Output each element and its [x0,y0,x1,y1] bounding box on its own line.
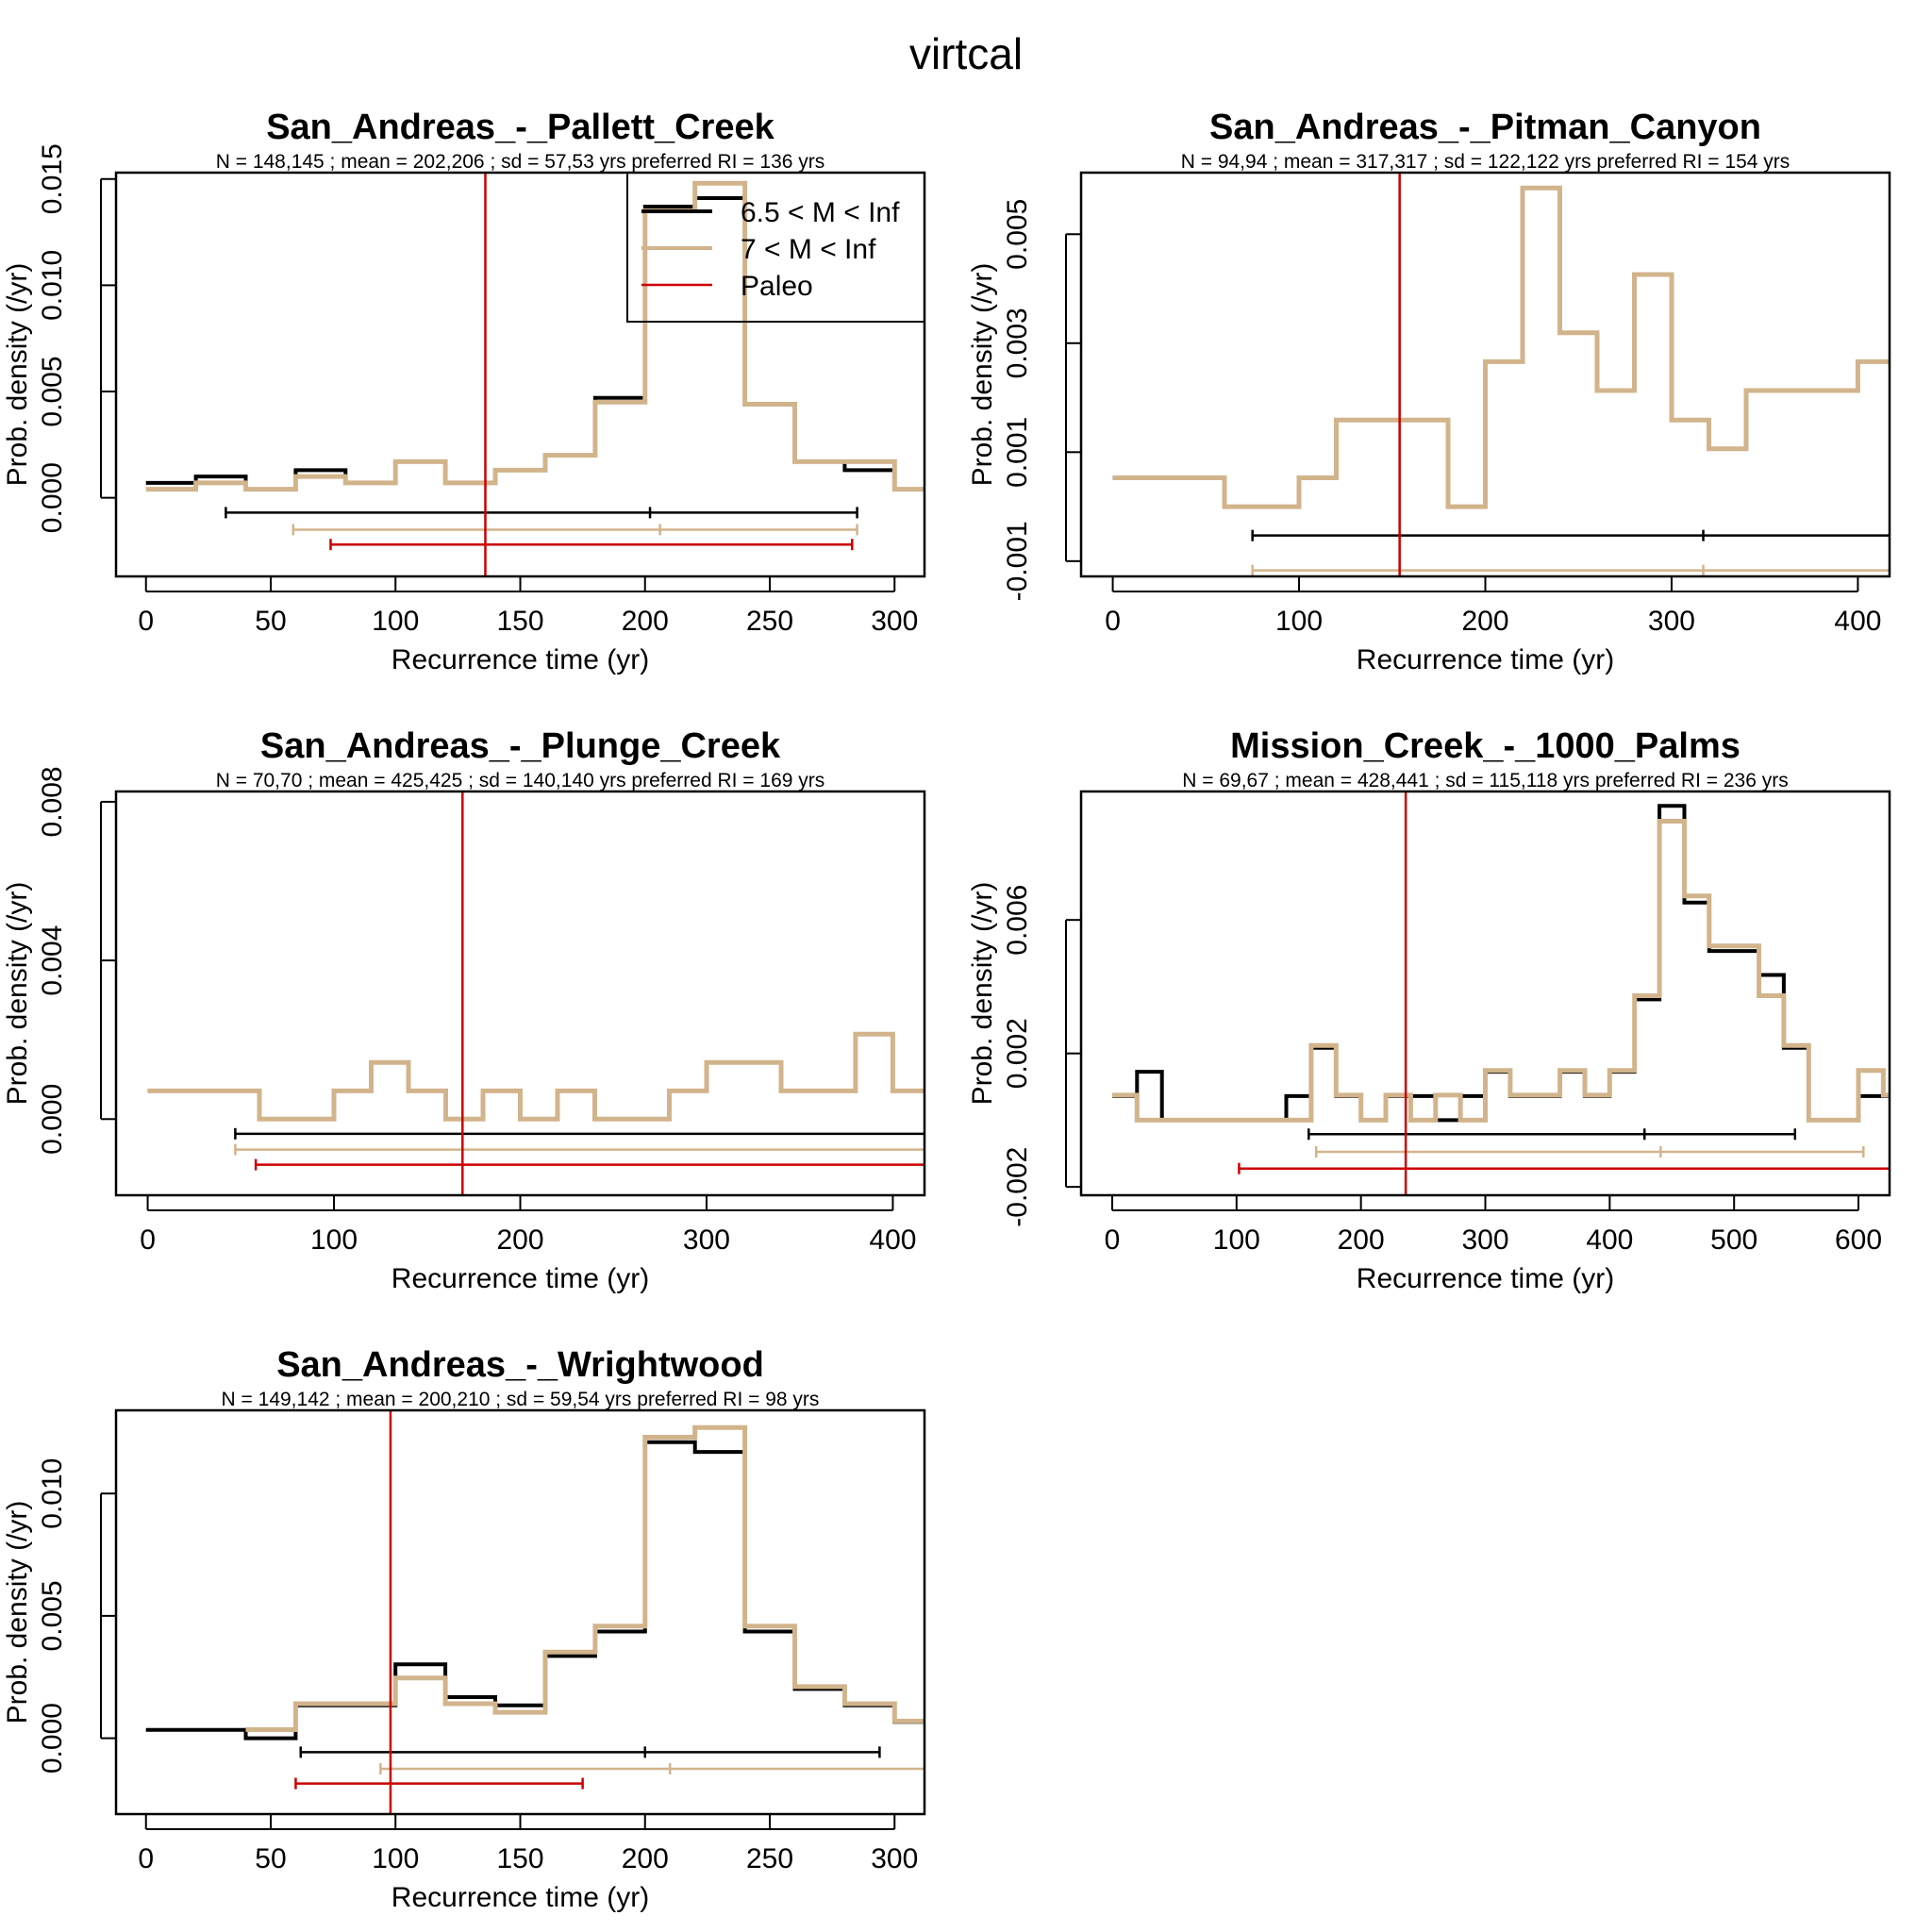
plot-area [1112,791,1890,1195]
x-tick-label: 300 [1461,1224,1508,1256]
chart-panel-1: San_Andreas_-_Pallett_Creek N = 148,145 ;… [2,108,926,675]
x-axis-label: Recurrence time (yr) [391,644,649,675]
y-tick-label: -0.001 [1002,521,1033,601]
y-axis-label: Prob. density (/yr) [2,1501,33,1724]
y-tick-label: 0.015 [37,143,68,214]
x-tick-label: 150 [496,606,543,637]
y-tick-label: 0.008 [37,766,68,837]
x-tick-label: 250 [746,606,793,637]
panel-subtitle: N = 94,94 ; mean = 317,317 ; sd = 122,12… [1181,151,1790,173]
x-axis-label: Recurrence time (yr) [391,1263,649,1294]
plot-area [1112,173,1890,576]
y-tick-label: 0.002 [1002,1018,1033,1089]
x-tick-label: 200 [1461,606,1508,637]
figure-title: virtcal [909,29,1023,78]
y-tick-label: 0.006 [1002,885,1033,956]
legend: 6.5 < M < Inf 7 < M < Inf Paleo [626,172,925,323]
x-tick-label: 200 [622,1843,669,1874]
y-tick-label: -0.002 [1002,1147,1033,1227]
legend-box [626,172,925,323]
x-tick-label: 200 [622,606,669,637]
x-tick-label: 50 [255,1843,286,1874]
x-tick-label: 0 [140,1224,156,1256]
chart-panel-3: San_Andreas_-_Plunge_Creek N = 70,70 ; me… [2,726,926,1294]
x-tick-label: 50 [255,606,286,637]
y-axis-label: Prob. density (/yr) [967,263,998,487]
x-axis-label: Recurrence time (yr) [1357,644,1614,675]
x-tick-label: 300 [1648,606,1695,637]
panel-title: San_Andreas_-_Pitman_Canyon [1209,108,1761,147]
x-tick-label: 100 [1275,606,1323,637]
chart-panel-2: San_Andreas_-_Pitman_Canyon N = 94,94 ; m… [967,108,1891,675]
x-tick-label: 400 [1586,1224,1633,1256]
panel-subtitle: N = 148,145 ; mean = 202,206 ; sd = 57,5… [216,151,825,173]
plot-frame [1079,171,1891,578]
y-tick-label: 0.005 [1002,199,1033,270]
x-tick-label: 150 [496,1843,543,1874]
x-tick-label: 100 [310,1224,358,1256]
x-tick-label: 0 [1105,606,1121,637]
y-tick-label: 0.010 [37,250,68,321]
x-tick-label: 0 [138,606,154,637]
plot-area [145,173,924,576]
plot-area [145,1410,924,1814]
y-tick-label: 0.005 [37,1580,68,1651]
x-tick-label: 250 [746,1843,793,1874]
y-axis-label: Prob. density (/yr) [2,263,33,487]
panel-title: San_Andreas_-_Wrightwood [276,1345,764,1385]
x-tick-label: 500 [1710,1224,1757,1256]
plot-frame [114,790,926,1197]
x-tick-label: 100 [1213,1224,1260,1256]
x-tick-label: 300 [683,1224,730,1256]
x-tick-label: 300 [871,606,918,637]
x-tick-label: 0 [138,1843,154,1874]
histogram-m7 [147,1031,924,1122]
x-tick-label: 200 [1338,1224,1385,1256]
x-tick-label: 100 [372,1843,419,1874]
chart-panel-4: Mission_Creek_-_1000_Palms N = 69,67 ; me… [967,726,1891,1294]
y-tick-label: 0.000 [37,1703,68,1774]
y-tick-label: 0.010 [37,1458,68,1529]
x-tick-label: 100 [372,606,419,637]
y-axis-label: Prob. density (/yr) [2,882,33,1106]
legend-label: 6.5 < M < Inf [741,197,900,228]
panel-title: San_Andreas_-_Plunge_Creek [260,726,781,766]
panel-title: Mission_Creek_-_1000_Palms [1230,726,1740,766]
panel-subtitle: N = 70,70 ; mean = 425,425 ; sd = 140,14… [216,770,825,791]
x-axis-label: Recurrence time (yr) [391,1882,649,1913]
panel-subtitle: N = 149,142 ; mean = 200,210 ; sd = 59,5… [222,1389,820,1410]
plot-area [147,791,924,1195]
y-tick-label: 0.001 [1002,417,1033,488]
histogram-m7 [245,1424,924,1732]
y-tick-label: 0.000 [37,462,68,533]
chart-panel-5: San_Andreas_-_Wrightwood N = 149,142 ; me… [2,1345,926,1913]
plot-frame [114,1408,926,1816]
histogram-m7 [1112,819,1890,1123]
y-tick-label: 0.000 [37,1084,68,1155]
y-tick-label: 0.005 [37,356,68,426]
x-tick-label: 400 [869,1224,916,1256]
panel-subtitle: N = 69,67 ; mean = 428,441 ; sd = 115,11… [1182,770,1788,791]
x-tick-label: 300 [871,1843,918,1874]
legend-label: 7 < M < Inf [741,234,876,265]
x-tick-label: 400 [1834,606,1881,637]
plot-frame [114,171,926,578]
histogram-m7 [145,180,924,492]
x-axis-label: Recurrence time (yr) [1357,1263,1614,1294]
x-tick-label: 200 [496,1224,543,1256]
y-axis-label: Prob. density (/yr) [967,882,998,1106]
x-tick-label: 0 [1105,1224,1121,1256]
legend-label: Paleo [741,271,813,302]
y-tick-label: 0.003 [1002,308,1033,378]
plot-frame [1079,790,1891,1197]
panel-title: San_Andreas_-_Pallett_Creek [266,108,774,147]
histogram-m7 [1112,185,1890,509]
y-tick-label: 0.004 [37,925,68,996]
x-tick-label: 600 [1835,1224,1882,1256]
